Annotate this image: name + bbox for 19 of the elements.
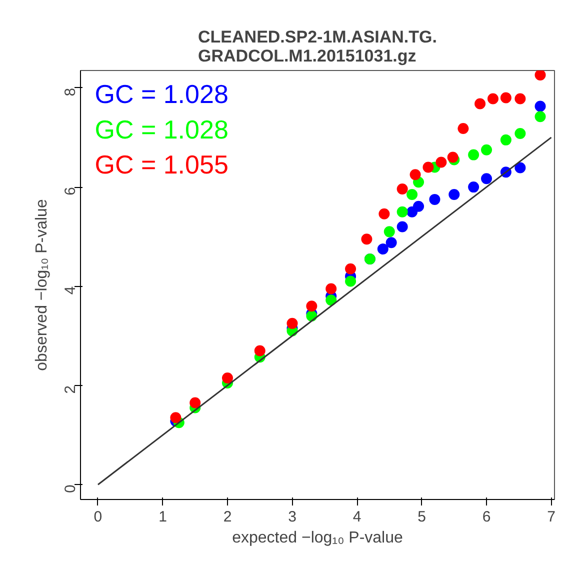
- x-tick-label: 5: [418, 508, 426, 526]
- chart-title: CLEANED.SP2-1M.ASIAN.TG. GRADCOL.M1.20151031.gz: [198, 28, 437, 66]
- text: GC = 1.028: [94, 114, 228, 144]
- y-tick-label: 6: [62, 187, 79, 196]
- text: GC = 1.028: [94, 79, 228, 110]
- x-tick-label: 6: [482, 508, 491, 526]
- x-tick-label: 3: [288, 508, 296, 526]
- x-axis-title: expected −log₁₀ P-value: [232, 530, 404, 546]
- y-tick-label: 8: [62, 88, 79, 96]
- y-tick-label: 2: [62, 385, 79, 394]
- x-tick-label: 4: [352, 508, 362, 526]
- y-tick-label: 0: [62, 484, 79, 493]
- x-tick-label: 2: [223, 508, 232, 526]
- text: GC = 1.055: [94, 149, 228, 180]
- x-tick-label: 1: [158, 508, 167, 526]
- x-tick-label: 0: [94, 508, 102, 526]
- y-tick-label: 4: [62, 286, 79, 295]
- y-axis-title: observed −log₁₀ P-value: [34, 199, 50, 371]
- x-tick-label: 7: [547, 508, 556, 526]
